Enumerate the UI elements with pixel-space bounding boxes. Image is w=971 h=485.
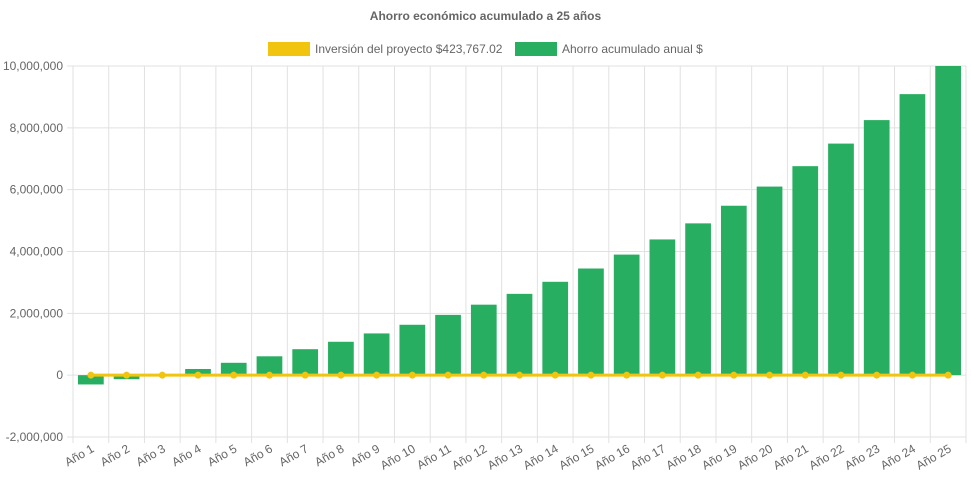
x-tick-label: Año 23 [842,441,882,472]
bar [256,356,283,376]
x-tick-label: Año 1 [62,441,96,469]
line-point [265,371,273,379]
legend-label: Inversión del proyecto $423,767.02 [315,42,503,56]
x-tick-label: Año 4 [169,441,203,469]
line-point [730,371,738,379]
legend-swatch [515,42,557,56]
legend-swatch [268,42,310,56]
line-point [873,371,881,379]
line-point [766,371,774,379]
x-tick-label: Año 9 [348,441,382,469]
x-tick-label: Año 14 [521,441,561,472]
bar [613,254,640,376]
x-tick-label: Año 18 [664,441,704,472]
bar [363,333,390,376]
x-tick-label: Año 15 [556,441,596,472]
line-point [230,371,238,379]
line-point [373,371,381,379]
line-point [908,371,916,379]
x-tick-label: Año 22 [807,441,847,472]
chart-title: Ahorro económico acumulado a 25 años [369,9,602,23]
bar [78,375,104,385]
line-point [944,371,952,379]
bar [220,362,247,376]
x-tick-label: Año 13 [485,441,525,472]
bar [935,66,961,376]
line-point [444,371,452,379]
x-tick-label: Año 6 [241,441,275,469]
y-tick-label: 4,000,000 [10,245,64,259]
line-point [158,371,166,379]
bar [506,293,533,376]
line-point [516,371,523,379]
y-tick-label: 0 [56,368,63,382]
x-tick-label: Año 3 [134,441,168,469]
x-tick-label: Año 12 [449,441,489,472]
line-point [658,371,666,379]
x-tick-label: Año 25 [914,441,954,472]
x-tick-label: Año 7 [277,441,311,469]
line-point [87,371,95,379]
bar [720,205,747,376]
x-tick-label: Año 16 [592,441,632,472]
x-tick-label: Año 20 [735,441,775,472]
bar [292,349,319,376]
x-tick-label: Año 11 [414,441,453,472]
line-point [587,371,595,379]
bar [863,120,890,376]
line-point [694,371,702,379]
line-point [301,371,309,379]
bar [756,186,783,376]
line-point [551,371,559,379]
bar [578,268,604,376]
bar [470,304,497,376]
bar [542,281,569,376]
bar [828,143,854,376]
bar [899,94,926,376]
y-tick-label: -2,000,000 [6,430,64,444]
line-point [408,371,416,379]
x-tick-label: Año 8 [312,441,346,469]
x-tick-label: Año 21 [771,441,811,472]
bar [685,223,711,376]
line-point [337,371,345,379]
x-tick-label: Año 19 [699,441,739,472]
line-point [837,371,845,379]
x-tick-label: Año 10 [378,441,418,472]
legend-label: Ahorro acumulado anual $ [562,42,703,56]
bar [328,341,354,376]
x-tick-label: Año 17 [628,441,668,472]
line-point [194,371,202,379]
line-point [480,371,488,379]
y-tick-label: 2,000,000 [10,306,64,320]
bar [649,239,676,376]
x-tick-label: Año 5 [205,441,239,469]
line-point [123,371,131,379]
line-point [623,371,631,379]
line-point [801,371,809,379]
x-tick-label: Año 24 [878,441,918,472]
bar [435,314,461,376]
y-tick-label: 6,000,000 [10,183,64,197]
y-tick-label: 10,000,000 [3,59,63,73]
bar [792,166,819,376]
x-tick-label: Año 2 [98,441,132,469]
y-tick-label: 8,000,000 [10,121,64,135]
bar [399,324,426,376]
